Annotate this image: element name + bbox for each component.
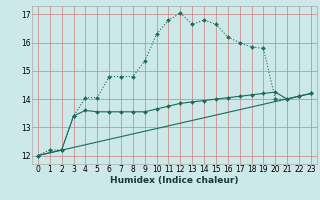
X-axis label: Humidex (Indice chaleur): Humidex (Indice chaleur) [110,176,239,185]
